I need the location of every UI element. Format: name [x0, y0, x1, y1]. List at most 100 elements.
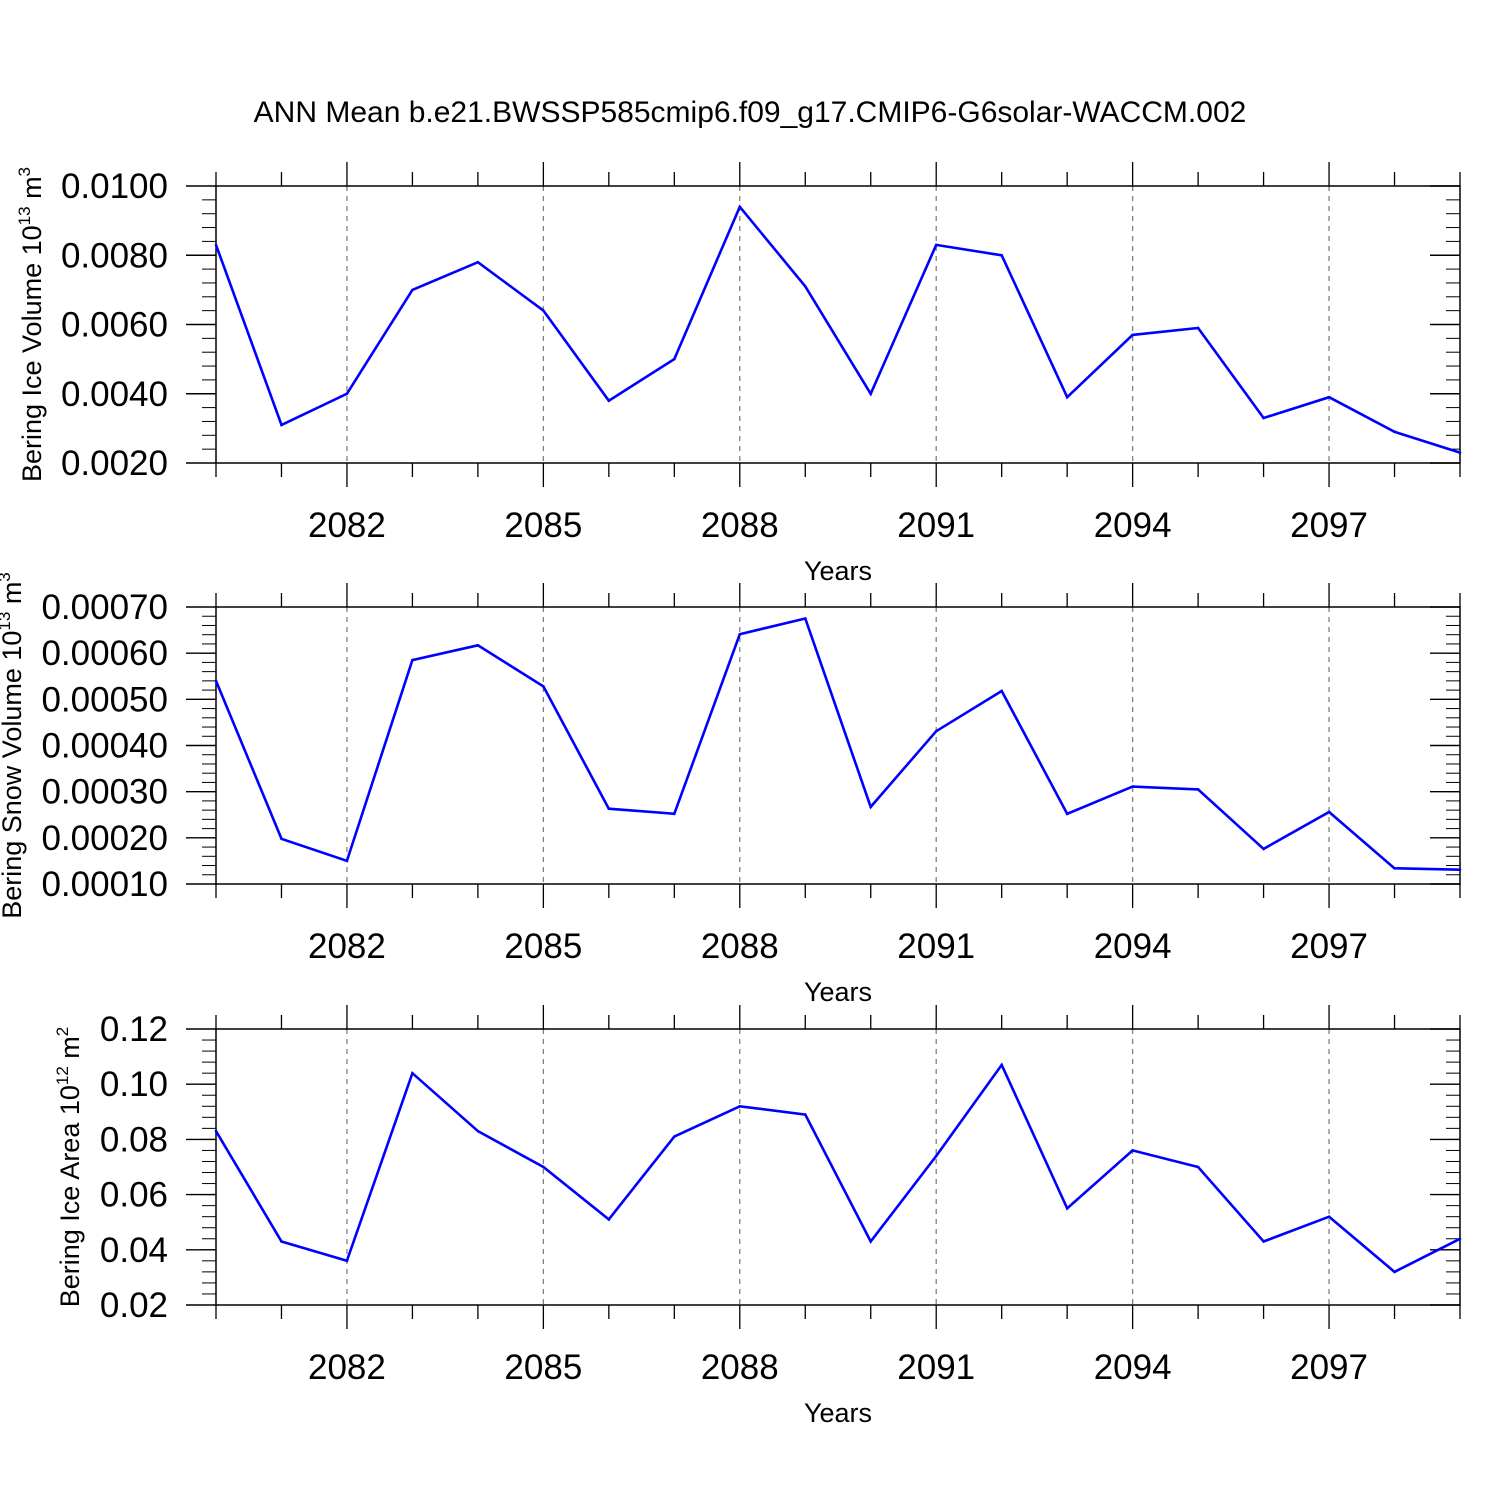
y-tick-label: 0.06: [100, 1176, 168, 1215]
data-point: [214, 679, 218, 683]
y-tick-label: 0.0020: [61, 444, 168, 483]
data-point: [803, 1113, 807, 1116]
series-line: [214, 616, 1461, 871]
x-tick-label: 2088: [701, 1348, 779, 1387]
data-point: [738, 1104, 742, 1108]
data-point: [1458, 1237, 1462, 1241]
data-point: [345, 1259, 349, 1263]
data-point: [214, 243, 218, 247]
y-tick-label: 0.00020: [41, 819, 168, 858]
data-point: [1131, 333, 1134, 337]
x-tick-label: 2088: [701, 927, 779, 966]
x-tick-label: 2082: [308, 927, 386, 966]
y-axis-label-unit: m: [55, 1036, 85, 1066]
data-point: [1458, 451, 1462, 454]
y-tick-label: 0.02: [100, 1286, 168, 1325]
y-axis-label: Bering Ice Area 1012 m2: [53, 1027, 85, 1308]
y-tick-label: 0.04: [100, 1231, 168, 1270]
y-tick-label: 0.08: [100, 1120, 168, 1159]
x-tick-label: 2094: [1094, 927, 1172, 966]
data-point: [542, 1165, 545, 1169]
data-point: [934, 729, 938, 733]
data-point: [1131, 785, 1134, 788]
data-point: [869, 392, 873, 396]
data-point: [1458, 868, 1462, 871]
data-point: [803, 617, 807, 620]
data-point: [607, 399, 611, 402]
data-point: [1000, 253, 1003, 257]
data-point: [934, 243, 938, 247]
data-point: [542, 685, 545, 688]
y-tick-label: 0.0080: [61, 236, 168, 275]
y-tick-label: 0.00010: [41, 865, 168, 904]
data-point: [1196, 788, 1200, 791]
x-axis-label: Years: [804, 977, 872, 1007]
y-tick-label: 0.12: [100, 1010, 168, 1049]
data-point: [607, 807, 611, 811]
y-tick-label: 0.10: [100, 1065, 168, 1104]
x-tick-label: 2091: [897, 506, 975, 545]
y-tick-label: 0.0040: [61, 375, 168, 414]
data-point: [345, 392, 349, 396]
data-point: [1262, 416, 1265, 420]
data-point: [1065, 1207, 1069, 1210]
x-tick-label: 2091: [897, 927, 975, 966]
x-tick-label: 2088: [701, 506, 779, 545]
data-point: [1262, 847, 1265, 851]
data-point: [280, 837, 283, 841]
y-axis-label-exponent: 12: [53, 1066, 72, 1085]
chart-panel-1: 0.0020 0.0040 0.0060 0.0080 0.0100 2082 2085 20…: [15, 162, 1462, 586]
data-point: [738, 205, 742, 209]
data-point: [673, 357, 676, 361]
data-point: [411, 288, 414, 292]
data-point: [1000, 1063, 1003, 1067]
x-tick-label: 2094: [1094, 506, 1172, 545]
data-point: [869, 1240, 873, 1243]
y-axis-label-unit: m: [17, 176, 47, 206]
data-point: [1131, 1149, 1134, 1152]
y-tick-label: 0.0100: [61, 167, 168, 206]
data-point: [1262, 1240, 1265, 1243]
data-point: [476, 644, 480, 647]
y-axis-label: Bering Ice Volume 1013 m3: [15, 167, 47, 482]
data-point: [1327, 395, 1331, 399]
x-axis-label: Years: [804, 1398, 872, 1428]
x-tick-label: 2082: [308, 1348, 386, 1387]
y-axis-label-exponent: 13: [15, 206, 34, 225]
data-point: [1000, 689, 1003, 693]
x-tick-label: 2085: [504, 1348, 582, 1387]
data-point: [934, 1154, 938, 1158]
series-line: [214, 204, 1461, 454]
data-point: [1393, 1270, 1396, 1274]
y-tick-label: 0.0060: [61, 306, 168, 345]
data-point: [1065, 812, 1069, 816]
data-point: [738, 632, 742, 636]
x-tick-label: 2082: [308, 506, 386, 545]
x-tick-label: 2091: [897, 1348, 975, 1387]
y-axis-label-text: Bering Ice Area 10: [55, 1085, 85, 1307]
plot-frame: [215, 1028, 1461, 1306]
data-point: [1065, 395, 1069, 399]
y-axis-label-unit-exponent: 2: [53, 1027, 72, 1036]
data-point: [476, 260, 480, 264]
y-tick-label: 0.00060: [41, 634, 168, 673]
data-point: [1327, 1215, 1331, 1218]
data-point: [542, 309, 545, 312]
data-point: [411, 1071, 414, 1075]
y-tick-label: 0.00040: [41, 727, 168, 766]
y-axis-label-unit-exponent: 3: [0, 572, 14, 581]
data-point: [1196, 326, 1200, 330]
data-point: [1393, 867, 1396, 870]
data-point: [803, 285, 807, 288]
y-tick-label: 0.00030: [41, 773, 168, 812]
data-point: [869, 805, 873, 809]
y-axis-label-unit-exponent: 3: [15, 167, 34, 176]
data-point: [345, 859, 349, 863]
x-tick-label: 2094: [1094, 1348, 1172, 1387]
y-axis-label-text: Bering Snow Volume 10: [0, 631, 27, 919]
data-point: [214, 1129, 218, 1133]
x-axis-label: Years: [804, 556, 872, 586]
data-point: [1327, 810, 1331, 814]
x-tick-label: 2097: [1290, 506, 1368, 545]
